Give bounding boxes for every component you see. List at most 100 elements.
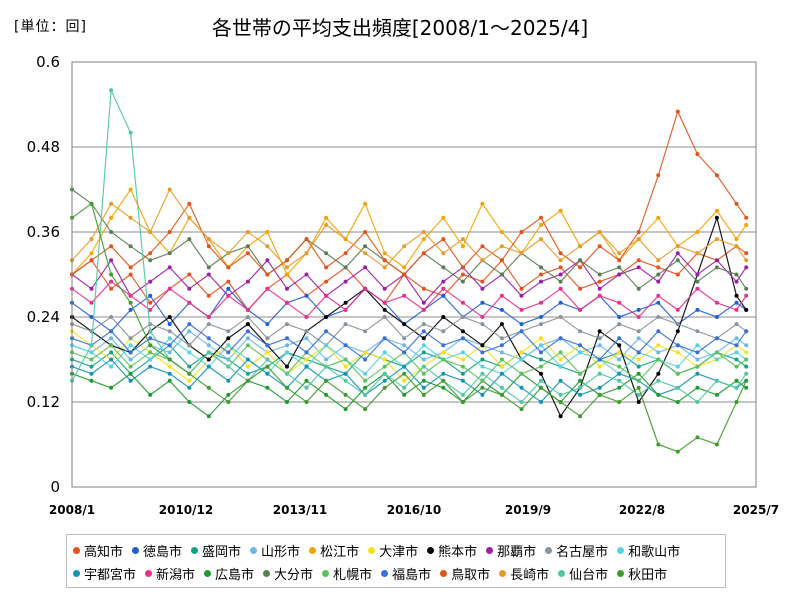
data-point <box>402 336 407 341</box>
data-point <box>206 357 211 362</box>
data-point <box>167 187 172 192</box>
data-point <box>656 173 661 178</box>
data-point <box>617 258 622 263</box>
data-point <box>402 385 407 390</box>
data-point <box>636 265 641 270</box>
data-point <box>480 244 485 249</box>
data-point <box>714 442 719 447</box>
data-point <box>499 371 504 376</box>
data-point <box>578 385 583 390</box>
data-point <box>206 322 211 327</box>
data-point <box>285 286 289 291</box>
data-point <box>226 357 231 362</box>
series-19 <box>70 87 749 404</box>
data-point <box>167 364 172 369</box>
data-point <box>636 385 641 390</box>
legend-label: 大津市 <box>379 545 419 560</box>
series-11 <box>70 357 749 404</box>
legend-marker-icon <box>250 547 258 554</box>
data-point <box>245 343 250 348</box>
data-point <box>343 307 348 312</box>
data-point <box>675 258 680 263</box>
data-point <box>695 272 700 277</box>
legend-label: 名古屋市 <box>556 545 609 560</box>
data-point <box>343 392 348 397</box>
data-point <box>480 286 485 291</box>
legend-marker-icon <box>545 547 553 554</box>
data-point <box>734 350 739 355</box>
data-point <box>460 244 465 249</box>
data-point <box>304 293 309 298</box>
data-point <box>343 407 348 412</box>
data-point <box>167 251 172 256</box>
data-point <box>617 364 622 369</box>
data-point <box>382 307 387 312</box>
data-point <box>363 407 368 412</box>
data-point <box>382 251 387 256</box>
data-point <box>480 378 485 383</box>
data-point <box>109 286 114 291</box>
legend-marker-icon <box>73 547 80 554</box>
data-point <box>226 265 231 270</box>
series-line <box>71 109 747 276</box>
data-point <box>285 371 289 376</box>
x-tick-label: 2022/8 <box>619 503 665 517</box>
data-point <box>744 251 749 256</box>
y-tick-label: 0.36 <box>27 223 60 241</box>
data-point <box>402 322 407 327</box>
legend-item: 福島市 <box>381 564 431 583</box>
legend-item: 徳島市 <box>132 541 182 560</box>
data-point <box>187 350 192 355</box>
data-point <box>519 357 524 362</box>
x-tick-label: 2008/1 <box>49 503 95 517</box>
data-point <box>714 357 719 362</box>
data-point <box>245 279 250 284</box>
data-point <box>597 392 602 397</box>
data-point <box>744 343 749 348</box>
data-point <box>636 258 641 263</box>
data-point <box>245 329 250 334</box>
data-point <box>324 279 329 284</box>
data-point <box>617 272 622 277</box>
series-line <box>71 372 747 418</box>
data-point <box>226 378 231 383</box>
data-point <box>421 307 426 312</box>
legend-item: 秋田市 <box>617 564 667 583</box>
data-point <box>714 215 719 220</box>
data-point <box>695 307 700 312</box>
data-point <box>558 357 563 362</box>
data-point <box>558 279 563 284</box>
data-point <box>480 258 485 263</box>
data-point <box>167 329 172 334</box>
data-point <box>421 329 426 334</box>
data-point <box>324 251 329 256</box>
data-point <box>109 88 114 93</box>
data-point <box>714 350 719 355</box>
data-point <box>128 130 133 135</box>
data-point <box>441 329 446 334</box>
data-point <box>206 350 211 355</box>
data-point <box>89 357 94 362</box>
x-tick-label: 2013/11 <box>273 503 327 517</box>
series-line <box>71 330 747 382</box>
legend-label: 宇都宮市 <box>84 568 137 583</box>
legend-label: 大分市 <box>274 568 314 583</box>
data-point <box>148 343 153 348</box>
data-point <box>636 237 641 242</box>
data-point <box>363 265 368 270</box>
data-point <box>734 336 739 341</box>
data-point <box>343 357 348 362</box>
data-point <box>285 322 289 327</box>
data-point <box>382 300 387 305</box>
data-point <box>734 300 739 305</box>
data-point <box>460 300 465 305</box>
data-point <box>519 350 524 355</box>
data-point <box>480 364 485 369</box>
data-point <box>460 392 465 397</box>
data-point <box>148 329 153 334</box>
data-point <box>597 293 602 298</box>
data-point <box>499 322 504 327</box>
data-point <box>187 343 192 348</box>
data-point <box>304 251 309 256</box>
data-point <box>744 215 749 220</box>
